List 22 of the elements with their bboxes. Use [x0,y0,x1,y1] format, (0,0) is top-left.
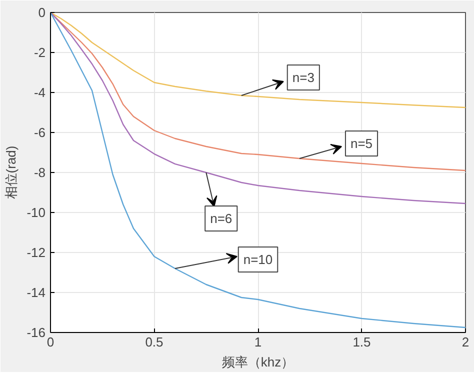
series-label: n=3 [292,70,314,85]
y-axis-title: 相位(rad) [4,146,19,200]
text: n=6 [210,211,232,226]
y-tick-label: -16 [26,325,46,340]
x-tick-label: 0.5 [145,334,164,350]
text: n=10 [243,252,273,267]
line-series [50,12,466,328]
x-tick-label: 1 [254,334,262,350]
line-series [50,12,466,204]
y-tick-label: 0 [38,5,46,20]
series-label: n=5 [350,136,373,151]
y-tick-label: -14 [26,285,46,300]
y-tick-label: -12 [26,245,46,260]
x-tick-label: 2 [462,334,470,350]
x-tick-label: 1.5 [352,334,371,350]
y-tick-label: -8 [34,165,46,180]
line-series [50,12,466,108]
y-tick-label: -6 [34,125,46,140]
y-tick-label: -10 [26,205,46,220]
y-tick-label: -2 [34,45,46,60]
y-tick-label: -4 [34,85,46,100]
x-axis-title: 频率（khz） [222,354,294,370]
